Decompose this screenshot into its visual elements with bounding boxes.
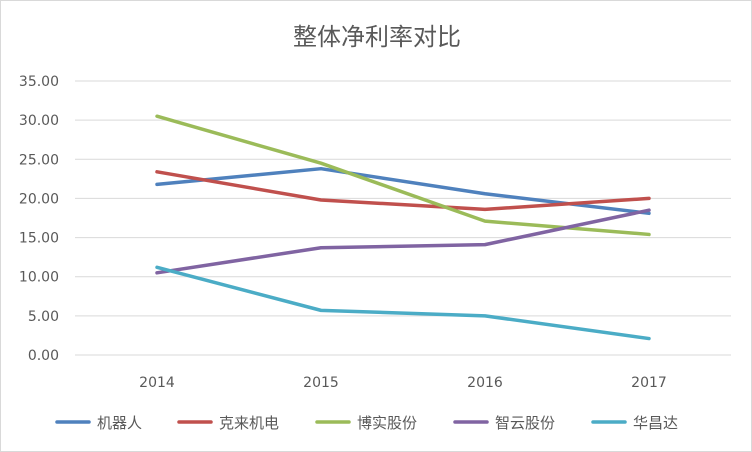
legend-label: 博实股份: [357, 414, 417, 432]
legend-label: 机器人: [97, 414, 142, 432]
series-line: [155, 265, 651, 341]
x-tick-label: 2016: [467, 375, 503, 391]
legend-label: 华昌达: [633, 414, 678, 432]
y-axis-tick-labels: 0.00 5.00 10.00 15.00 20.00 25.00 30.00 35.00: [19, 74, 59, 364]
y-tick-label: 30.00: [19, 113, 59, 129]
x-tick-label: 2015: [303, 375, 339, 391]
y-tick-label: 15.00: [19, 231, 59, 247]
series-line: [155, 208, 651, 275]
legend-label: 克来机电: [219, 414, 279, 432]
series-line: [155, 170, 651, 212]
series-lines: [155, 114, 651, 341]
x-tick-label: 2014: [139, 375, 175, 391]
gridlines: [75, 80, 731, 356]
chart-title: 整体净利率对比: [293, 23, 461, 51]
legend-label: 智云股份: [495, 414, 555, 432]
x-axis-tick-labels: 2014 2015 2016 2017: [139, 375, 667, 391]
y-tick-label: 20.00: [19, 191, 59, 207]
legend: 机器人 克来机电 博实股份 智云股份 华昌达: [55, 414, 678, 432]
y-tick-label: 5.00: [28, 309, 59, 325]
series-line: [155, 114, 651, 237]
y-tick-label: 0.00: [28, 348, 59, 364]
x-tick-label: 2017: [631, 375, 667, 391]
y-tick-label: 10.00: [19, 270, 59, 286]
y-tick-label: 25.00: [19, 152, 59, 168]
y-tick-label: 35.00: [19, 74, 59, 90]
